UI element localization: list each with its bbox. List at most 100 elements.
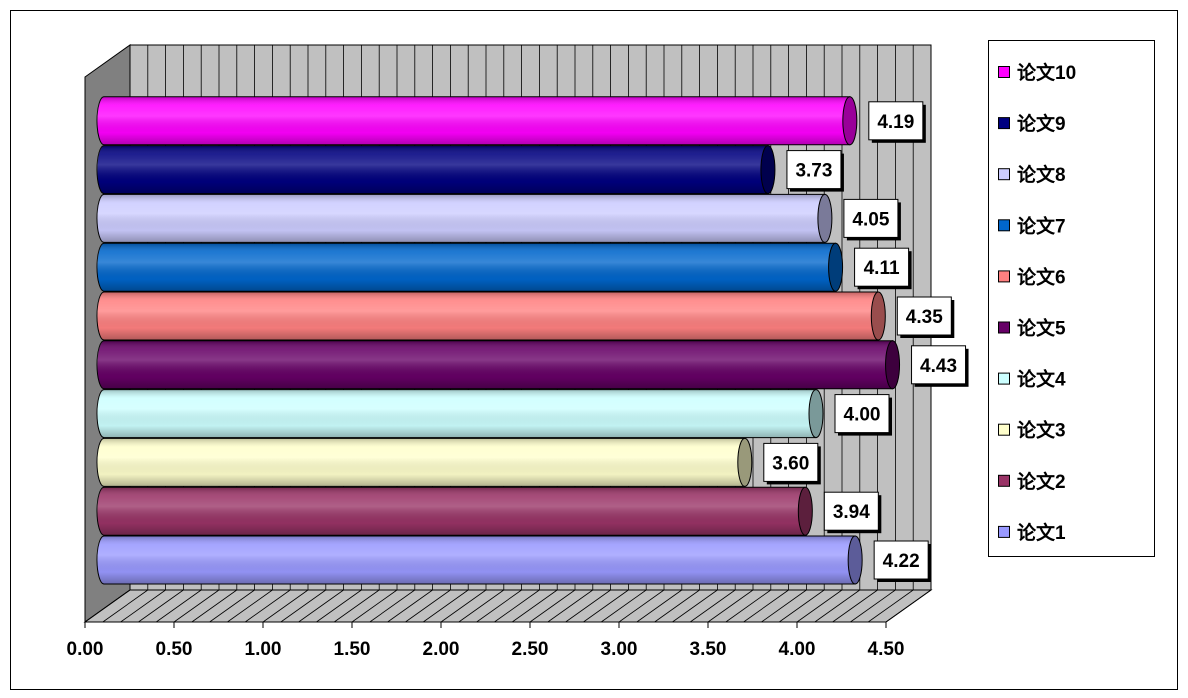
legend-item-paper-6: 论文6 (998, 265, 1066, 288)
x-tick-label: 3.50 (690, 639, 727, 660)
x-axis-labels: 0.00 0.50 1.00 1.50 2.00 2.50 3.00 3.50 4.00 4.50 (67, 639, 905, 660)
x-tick-label: 1.50 (334, 639, 371, 660)
legend-item-paper-9: 论文9 (998, 112, 1066, 135)
floor-gridline (280, 589, 327, 623)
bar-paper-7 (96, 242, 844, 292)
floor-gridline (298, 589, 344, 623)
bar-paper-8 (96, 193, 833, 243)
floor-gridline (387, 589, 433, 623)
floor-gridline (743, 589, 789, 623)
legend-swatch (998, 423, 1010, 436)
floor-gridline (565, 589, 611, 623)
floor-gridline (494, 589, 540, 623)
data-label-paper-1: 4.22 (873, 540, 932, 582)
data-label-paper-2: 3.94 (823, 491, 882, 534)
data-label-box (834, 394, 890, 434)
floor-gridline (244, 589, 291, 623)
floor-gridline (440, 589, 487, 623)
floor-gridlines (84, 589, 932, 623)
floor-gridline (262, 589, 309, 623)
legend-swatch (998, 219, 1010, 232)
bar-end-cap (885, 340, 901, 390)
legend-label: 论文1 (1017, 521, 1066, 544)
floor-gridline (209, 589, 255, 623)
data-label-box (823, 491, 879, 531)
floor-gridline (511, 589, 558, 623)
data-label: 4.05 (852, 209, 889, 230)
bar-end-cap (870, 291, 886, 341)
bar-end-cap (847, 535, 863, 585)
bar-paper-4 (96, 389, 824, 439)
legend-label: 论文6 (1017, 265, 1066, 288)
bar-end-cap (737, 437, 753, 487)
legend-swatch (998, 66, 1010, 78)
floor-gridline (227, 589, 273, 623)
legend-label: 论文10 (1017, 61, 1076, 84)
legend-swatch (998, 321, 1010, 334)
legend-item-paper-4: 论文4 (998, 368, 1066, 391)
floor-gridline (618, 589, 665, 623)
legend-swatch (998, 270, 1010, 283)
floor-gridline (155, 589, 202, 623)
bar-shading (97, 96, 850, 145)
bar-paper-5 (96, 340, 901, 390)
floor-gridline (547, 589, 594, 623)
bar-shading (97, 438, 745, 487)
floor-gridline (529, 589, 576, 623)
data-label-box (854, 247, 910, 287)
data-label: 4.22 (883, 551, 920, 572)
floor-gridline (102, 589, 149, 623)
legend-swatch (998, 372, 1010, 385)
floor-gridline (458, 589, 505, 623)
legend-label: 论文3 (1017, 419, 1066, 442)
bar-paper-2 (96, 486, 813, 536)
legend-swatch (998, 117, 1010, 130)
data-label: 3.73 (795, 161, 832, 182)
bar-end-cap (808, 389, 824, 439)
floor-gridline (173, 589, 220, 623)
x-tick-label: 2.00 (423, 639, 460, 660)
floor-gridline (84, 589, 131, 623)
data-label-box (786, 150, 842, 190)
bar-shading (97, 194, 825, 243)
floor-gridline (725, 589, 772, 623)
floor-gridline (191, 589, 238, 623)
data-label-box (911, 345, 967, 385)
floor-gridline (778, 589, 825, 623)
floor-gridline (316, 589, 362, 623)
x-tick-label: 1.00 (245, 639, 282, 660)
legend-item-paper-7: 论文7 (998, 214, 1066, 237)
bar-shading (97, 487, 806, 536)
data-label-box (843, 198, 899, 238)
x-tick-label: 4.50 (868, 639, 905, 660)
data-label-box (868, 101, 924, 141)
floor-gridline (832, 589, 878, 623)
legend-label: 论文2 (1017, 470, 1066, 493)
data-label-paper-4: 4.00 (834, 394, 892, 436)
floor-gridline (654, 589, 700, 623)
legend-label: 论文8 (1017, 163, 1066, 186)
bars (96, 96, 901, 585)
floor-gridline (814, 589, 861, 623)
bar-paper-9 (96, 145, 776, 195)
legend-label: 论文9 (1017, 112, 1066, 135)
floor-gridline (333, 589, 380, 623)
data-label-paper-8: 4.05 (843, 198, 901, 241)
data-label-paper-9: 3.73 (786, 150, 844, 192)
bar-end-cap (760, 145, 776, 195)
floor-gridline (583, 589, 629, 623)
x-tick-label: 4.00 (779, 639, 816, 660)
floor-gridline (885, 589, 932, 623)
legend-item-paper-1: 论文1 (998, 521, 1066, 544)
x-tick-label: 0.00 (67, 639, 104, 660)
floor-gridline (796, 589, 843, 623)
legend-label: 论文5 (1017, 317, 1066, 340)
data-label-paper-3: 3.60 (763, 442, 821, 485)
bar-shading (97, 389, 816, 438)
bar-paper-10 (96, 96, 858, 146)
legend-swatch (998, 474, 1010, 487)
floor-gridline (672, 589, 718, 623)
floor-gridline (476, 589, 522, 623)
legend-box (988, 40, 1155, 557)
data-label: 4.11 (864, 258, 900, 279)
